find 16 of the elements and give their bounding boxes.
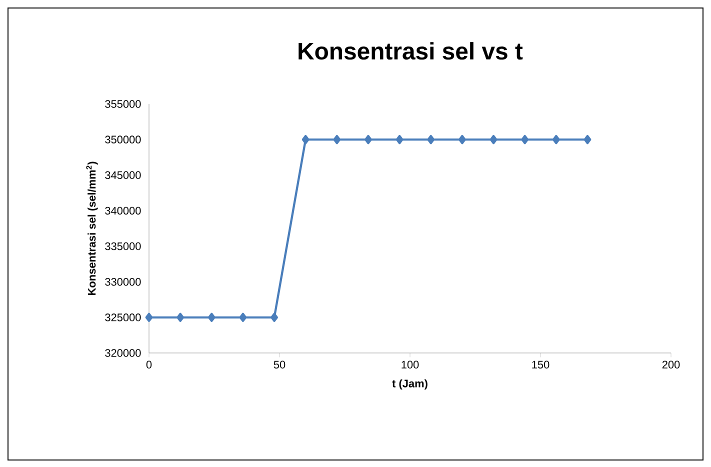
y-tick-label: 325000: [105, 314, 141, 322]
x-tick-label: 200: [662, 360, 680, 369]
chart-title: Konsentrasi sel vs t: [298, 42, 523, 60]
x-axis-title: t (Jam): [392, 379, 428, 390]
x-tick-label: 100: [402, 360, 419, 369]
y-tick-label: 355000: [105, 100, 141, 108]
x-tick-label: 0: [146, 360, 152, 369]
x-tick-label: 150: [532, 360, 550, 369]
y-axis-title: Konsentrasi sel (sel/mm$^{2}$): [86, 162, 98, 295]
y-tick-label: 340000: [105, 206, 141, 215]
x-tick-label: 50: [274, 360, 286, 369]
y-tick-label: 320000: [105, 349, 141, 357]
y-tick-label: 335000: [105, 242, 141, 250]
y-tick-label: 350000: [105, 136, 141, 144]
y-tick-label: 330000: [105, 278, 141, 286]
y-tick-label: 345000: [105, 171, 141, 180]
